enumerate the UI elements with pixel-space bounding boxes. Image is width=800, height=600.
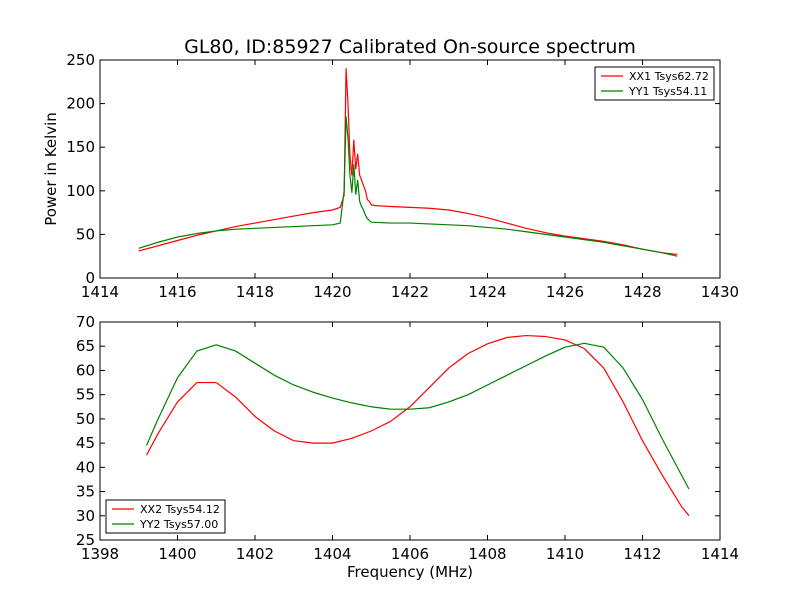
top-y-tick-label: 0 bbox=[85, 269, 95, 287]
bottom-y-tick-label: 30 bbox=[76, 507, 95, 525]
top-series-line-1 bbox=[138, 116, 678, 257]
top-legend-label-1: YY1 Tsys54.11 bbox=[628, 85, 707, 98]
top-y-tick-label: 250 bbox=[66, 51, 95, 69]
bottom-y-tick-label: 25 bbox=[76, 531, 95, 549]
top-y-tick-label: 150 bbox=[66, 138, 95, 156]
bottom-x-tick-label: 1414 bbox=[701, 545, 739, 563]
bottom-y-tick-label: 70 bbox=[76, 313, 95, 331]
bottom-legend-label-1: YY2 Tsys57.00 bbox=[139, 518, 218, 531]
top-x-tick-label: 1426 bbox=[546, 283, 584, 301]
bottom-x-tick-label: 1400 bbox=[158, 545, 196, 563]
bottom-plot-area: 1398 1400 1402 1404 1406 1408 1410 1412 1414 25 30… bbox=[76, 313, 739, 563]
bottom-y-tick-label: 40 bbox=[76, 458, 95, 476]
bottom-y-tick-label: 45 bbox=[76, 434, 95, 452]
bottom-x-tick-label: 1406 bbox=[391, 545, 429, 563]
bottom-legend-label-0: XX2 Tsys54.12 bbox=[140, 503, 220, 516]
top-x-tick-label: 1422 bbox=[391, 283, 429, 301]
top-x-tick-label: 1430 bbox=[701, 283, 739, 301]
top-x-tick-label: 1428 bbox=[623, 283, 661, 301]
top-chart-title: GL80, ID:85927 Calibrated On-source spec… bbox=[184, 36, 636, 58]
bottom-legend-box bbox=[105, 499, 226, 534]
top-y-tick-label: 100 bbox=[66, 182, 95, 200]
top-legend-label-0: XX1 Tsys62.72 bbox=[629, 70, 709, 83]
top-y-axis-label: Power in Kelvin bbox=[42, 112, 60, 226]
bottom-y-tick-label: 55 bbox=[76, 386, 95, 404]
top-x-tick-label: 1414 bbox=[81, 283, 119, 301]
bottom-x-tick-label: 1412 bbox=[623, 545, 661, 563]
bottom-x-tick-label: 1402 bbox=[236, 545, 274, 563]
bottom-x-tick-label: 1398 bbox=[81, 545, 119, 563]
top-x-tick-label: 1418 bbox=[236, 283, 274, 301]
bottom-x-tick-label: 1404 bbox=[313, 545, 351, 563]
bottom-y-tick-label: 50 bbox=[76, 410, 95, 428]
bottom-x-tick-label: 1410 bbox=[546, 545, 584, 563]
top-y-tick-label: 200 bbox=[66, 95, 95, 113]
bottom-y-tick-label: 35 bbox=[76, 483, 95, 501]
bottom-x-tick-label: 1408 bbox=[468, 545, 506, 563]
top-legend-box bbox=[594, 66, 715, 101]
top-x-tick-label: 1424 bbox=[468, 283, 506, 301]
bottom-y-tick-label: 60 bbox=[76, 361, 95, 379]
top-x-tick-label: 1420 bbox=[313, 283, 351, 301]
bottom-series-line-0 bbox=[145, 334, 690, 517]
top-series-line-0 bbox=[138, 68, 678, 256]
bottom-series-line-1 bbox=[145, 342, 690, 490]
bottom-x-axis-label: Frequency (MHz) bbox=[347, 563, 473, 581]
top-y-tick-label: 50 bbox=[76, 225, 95, 243]
bottom-y-tick-label: 65 bbox=[76, 337, 95, 355]
top-x-tick-label: 1416 bbox=[158, 283, 196, 301]
top-plot-area: 1414 1416 1418 1420 1422 1424 1426 1428 1430 0 50 1… bbox=[66, 51, 739, 301]
